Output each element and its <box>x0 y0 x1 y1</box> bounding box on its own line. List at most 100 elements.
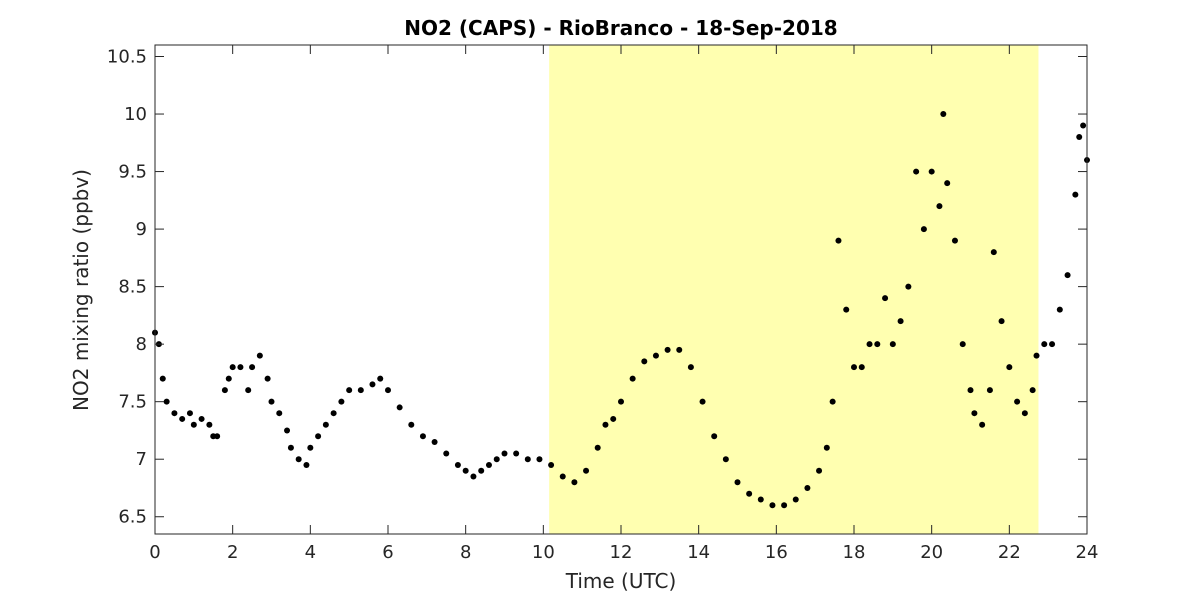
data-point <box>256 352 263 359</box>
data-point <box>882 295 889 302</box>
data-point <box>928 168 935 175</box>
x-tick-label: 24 <box>1076 542 1099 563</box>
y-axis-label: NO2 mixing ratio (ppbv) <box>69 169 93 411</box>
data-point <box>190 421 197 428</box>
data-point <box>276 410 283 417</box>
data-point <box>998 318 1005 325</box>
data-point <box>307 444 314 451</box>
data-point <box>419 433 426 440</box>
x-axis-ticks: 0 2 4 6 8 10 12 14 16 18 20 22 24 <box>149 45 1098 563</box>
data-point <box>687 364 694 371</box>
y-tick-label: 10.5 <box>107 47 147 68</box>
data-point <box>513 450 520 457</box>
data-points <box>152 111 1090 509</box>
data-point <box>905 283 912 290</box>
data-point <box>268 398 275 405</box>
data-point <box>221 387 228 394</box>
data-point <box>971 410 978 417</box>
x-tick-label: 6 <box>382 542 393 563</box>
data-point <box>986 387 993 394</box>
data-point <box>163 398 170 405</box>
x-tick-label: 8 <box>460 542 471 563</box>
data-point <box>804 484 811 491</box>
data-point <box>594 444 601 451</box>
y-tick-label: 7.5 <box>118 392 147 413</box>
y-tick-label: 10 <box>124 104 147 125</box>
data-point <box>548 461 555 468</box>
data-point <box>237 364 244 371</box>
data-point <box>493 456 500 463</box>
data-point <box>571 479 578 486</box>
y-tick-label: 9.5 <box>118 162 147 183</box>
data-point <box>781 502 788 509</box>
data-point <box>1029 387 1036 394</box>
data-point <box>454 461 461 468</box>
x-tick-label: 14 <box>687 542 710 563</box>
data-point <box>936 203 943 210</box>
data-point <box>536 456 543 463</box>
y-tick-label: 9 <box>136 219 147 240</box>
data-point <box>583 467 590 474</box>
data-point <box>951 237 958 244</box>
data-point <box>179 415 186 422</box>
data-point <box>641 358 648 365</box>
data-point <box>676 346 683 353</box>
data-point <box>249 364 256 371</box>
data-point <box>369 381 376 388</box>
data-point <box>967 387 974 394</box>
data-point <box>979 421 986 428</box>
x-axis-label: Time (UTC) <box>565 569 677 593</box>
x-tick-label: 18 <box>843 542 866 563</box>
data-point <box>835 237 842 244</box>
data-point <box>245 387 252 394</box>
data-point <box>874 341 881 348</box>
data-point <box>816 467 823 474</box>
data-point <box>478 467 485 474</box>
data-point <box>346 387 353 394</box>
x-tick-label: 22 <box>998 542 1021 563</box>
data-point <box>1033 352 1040 359</box>
data-point <box>722 456 729 463</box>
data-point <box>734 479 741 486</box>
data-point <box>711 433 718 440</box>
data-point <box>866 341 873 348</box>
data-point <box>664 346 671 353</box>
data-point <box>1072 191 1079 198</box>
data-point <box>889 341 896 348</box>
data-point <box>851 364 857 371</box>
data-point <box>284 427 291 434</box>
data-point <box>699 398 706 405</box>
data-point <box>1064 272 1071 279</box>
data-point <box>823 444 830 451</box>
data-point <box>431 438 438 445</box>
data-point <box>408 421 415 428</box>
x-tick-label: 2 <box>227 542 238 563</box>
data-point <box>338 398 345 405</box>
data-point <box>198 415 205 422</box>
x-tick-label: 20 <box>920 542 943 563</box>
data-point <box>524 456 531 463</box>
data-point <box>940 111 947 118</box>
data-point <box>1056 306 1063 313</box>
x-tick-label: 12 <box>610 542 633 563</box>
data-point <box>1006 364 1013 371</box>
y-tick-label: 7 <box>136 449 147 470</box>
data-point <box>1041 341 1048 348</box>
data-point <box>214 433 221 440</box>
data-point <box>843 306 850 313</box>
data-point <box>287 444 294 451</box>
data-point <box>1076 134 1083 141</box>
y-tick-label: 6.5 <box>118 507 147 528</box>
data-point <box>485 461 492 468</box>
data-point <box>1080 122 1087 129</box>
data-point <box>913 168 920 175</box>
data-point <box>559 473 566 480</box>
data-point <box>303 461 310 468</box>
data-point <box>470 473 477 480</box>
y-tick-label: 8 <box>136 334 147 355</box>
data-point <box>322 421 329 428</box>
data-point <box>1021 410 1028 417</box>
data-point <box>264 375 271 382</box>
x-tick-label: 0 <box>149 542 160 563</box>
axes-box <box>154 44 1088 535</box>
